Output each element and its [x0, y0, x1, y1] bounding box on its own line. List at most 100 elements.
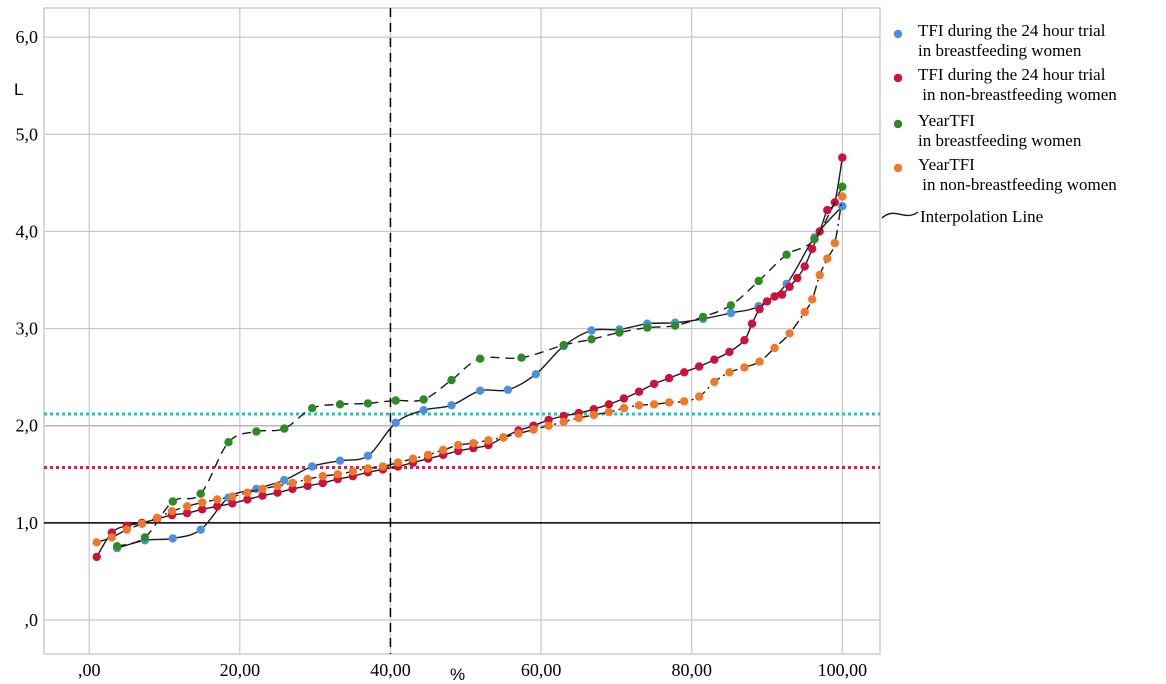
data-point: [228, 499, 237, 508]
data-point: [514, 429, 523, 438]
data-point: [318, 478, 327, 488]
data-point: [198, 498, 207, 507]
data-point: [280, 424, 289, 433]
series-3: [112, 182, 847, 551]
data-point: [725, 347, 734, 357]
reference-lines: [44, 8, 880, 654]
legend-marker: [893, 73, 903, 83]
data-point: [393, 458, 403, 467]
series-1: [112, 202, 847, 553]
data-point: [92, 552, 101, 562]
legend-marker: [893, 163, 903, 173]
data-point: [793, 273, 802, 283]
data-point: [725, 368, 734, 377]
data-point: [168, 497, 177, 506]
data-point: [740, 336, 749, 345]
data-point: [318, 472, 327, 481]
y-tick-label: 2,0: [16, 416, 39, 436]
x-tick-label: 100,00: [818, 660, 868, 680]
legend-label: YearTFI: [918, 111, 975, 130]
x-axis-title: %: [450, 665, 465, 684]
y-axis-title: L: [14, 80, 23, 99]
data-point: [378, 462, 388, 471]
data-point: [213, 502, 222, 511]
legend-interpolation-line-icon: [881, 211, 919, 219]
data-point: [484, 436, 493, 445]
legend-marker: [893, 29, 903, 39]
data-point: [695, 392, 704, 401]
data-point: [800, 262, 809, 271]
data-point: [574, 413, 583, 423]
data-point: [698, 312, 708, 322]
data-point: [615, 328, 624, 337]
data-point: [559, 340, 568, 350]
data-point: [634, 401, 644, 410]
data-point: [447, 401, 456, 410]
data-point: [167, 507, 177, 516]
data-point: [531, 370, 540, 379]
data-point: [559, 417, 568, 426]
data-point: [475, 386, 485, 395]
data-point: [258, 484, 267, 494]
data-point: [303, 474, 312, 484]
data-point: [213, 495, 222, 504]
data-point: [710, 377, 719, 387]
data-point: [544, 421, 553, 430]
data-point: [755, 304, 764, 314]
data-point: [112, 542, 122, 551]
data-point: [619, 404, 629, 413]
data-point: [726, 301, 736, 310]
data-point: [152, 513, 162, 523]
data-point: [754, 276, 763, 286]
data-point: [303, 481, 312, 491]
data-point: [710, 355, 719, 364]
x-tick-label: 40,00: [370, 660, 411, 680]
data-point: [243, 495, 252, 504]
data-point: [643, 323, 652, 332]
legend-label: Interpolation Line: [920, 207, 1043, 226]
data-point: [307, 404, 317, 413]
legend-label: YearTFI: [918, 155, 975, 174]
data-point: [810, 235, 819, 244]
data-point: [785, 282, 794, 291]
legend-label: in non-breastfeeding women: [918, 175, 1117, 194]
data-point: [243, 488, 252, 497]
data-point: [740, 363, 749, 372]
data-point: [782, 250, 791, 259]
y-tick-label: 3,0: [16, 319, 39, 339]
data-point: [454, 446, 463, 456]
data-point: [770, 292, 779, 301]
data-point: [619, 394, 629, 403]
data-point: [726, 308, 736, 318]
data-point: [587, 326, 596, 335]
x-tick-label: 20,00: [220, 660, 261, 680]
data-point: [182, 502, 192, 511]
data-point: [419, 406, 428, 415]
data-point: [649, 400, 659, 409]
data-point: [634, 387, 644, 396]
data-point: [107, 533, 117, 542]
data-point: [307, 462, 317, 471]
data-point: [122, 525, 131, 534]
data-point: [587, 335, 596, 344]
data-point: [823, 205, 832, 215]
y-tick-label: 1,0: [16, 513, 39, 533]
data-point: [544, 415, 553, 425]
data-point: [363, 464, 373, 473]
legend-label: TFI during the 24 hour trial: [918, 21, 1106, 40]
data-point: [280, 475, 289, 485]
x-tick-label: 60,00: [521, 660, 562, 680]
data-point: [762, 297, 772, 306]
legend-label: in breastfeeding women: [918, 41, 1082, 60]
y-tick-label: 5,0: [16, 124, 39, 144]
plot-area: [43, 7, 881, 655]
data-point: [182, 508, 192, 518]
data-point: [423, 450, 433, 460]
series-2: [92, 153, 847, 562]
data-point: [168, 534, 177, 543]
data-point: [589, 410, 598, 420]
y-tick-label: ,0: [25, 610, 39, 630]
data-point: [559, 411, 568, 421]
